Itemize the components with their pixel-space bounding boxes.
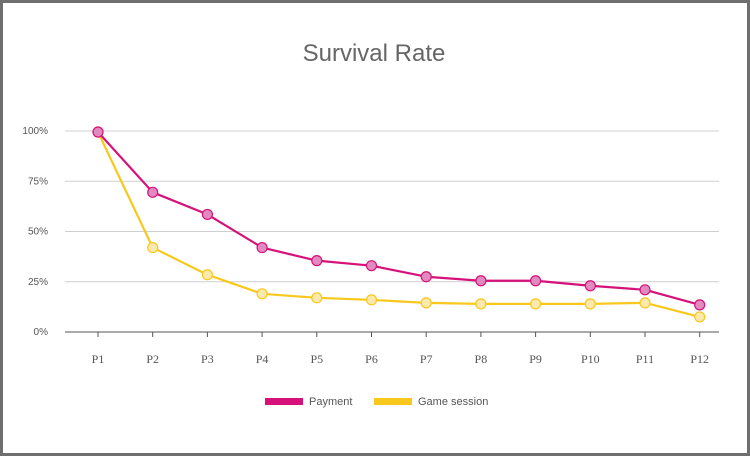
series-lines (97, 131, 700, 318)
data-point-payment (92, 126, 104, 138)
x-tick-label: P10 (581, 352, 600, 366)
x-tick-label: P1 (92, 352, 105, 366)
line-chart: Survival Rate 0% 25% 50% 75% 100% P1 P2 P3 P4 P5… (22, 40, 719, 408)
series-line-game-session (97, 131, 700, 318)
data-point-game-session (475, 298, 487, 310)
data-point-payment (584, 280, 596, 292)
data-point-game-session (311, 292, 323, 304)
chart-title: Survival Rate (303, 40, 446, 67)
data-point-game-session (365, 294, 378, 306)
x-axis-ticks: P1 P2 P3 P4 P5 P6 P7 P8 P9 P10 P11 P12 (92, 332, 709, 366)
x-tick-label: P6 (365, 352, 378, 366)
data-point-payment (201, 208, 213, 221)
data-point-game-session (201, 269, 213, 281)
x-tick-label: P4 (256, 352, 269, 366)
y-tick-label: 0% (34, 327, 49, 338)
legend-swatch (265, 398, 303, 405)
y-axis-ticks: 0% 25% 50% 75% 100% (22, 126, 48, 338)
data-point-payment (420, 271, 432, 283)
data-point-payment (365, 260, 378, 272)
x-tick-label: P7 (420, 352, 433, 366)
data-point-game-session (694, 311, 706, 323)
x-tick-label: P12 (690, 352, 709, 366)
data-point-payment (311, 255, 323, 267)
gridlines (65, 130, 719, 333)
legend-swatch (374, 398, 412, 405)
y-tick-label: 50% (28, 227, 48, 238)
legend-label: Game session (418, 396, 488, 408)
x-tick-label: P8 (475, 352, 488, 366)
x-tick-label: P11 (636, 352, 654, 366)
data-point-game-session (584, 298, 596, 310)
data-point-game-session (639, 297, 651, 309)
x-tick-label: P3 (201, 352, 214, 366)
series-line-payment (97, 131, 700, 306)
legend: Payment Game session (265, 396, 488, 408)
data-point-payment (694, 299, 706, 311)
legend-label: Payment (309, 396, 352, 408)
x-tick-label: P2 (146, 352, 159, 366)
data-point-game-session (256, 288, 268, 300)
x-tick-label: P9 (529, 352, 542, 366)
x-tick-label: P5 (310, 352, 323, 366)
data-point-payment (639, 284, 651, 296)
data-point-payment (256, 241, 268, 254)
data-point-payment (147, 186, 159, 198)
data-point-payment (475, 275, 487, 287)
data-point-payment (529, 275, 542, 287)
y-tick-label: 100% (22, 126, 48, 137)
series-markers (92, 126, 706, 323)
y-tick-label: 75% (28, 176, 48, 187)
y-tick-label: 25% (28, 277, 48, 288)
data-point-game-session (529, 298, 542, 310)
data-point-game-session (147, 241, 159, 254)
data-point-game-session (420, 297, 432, 309)
